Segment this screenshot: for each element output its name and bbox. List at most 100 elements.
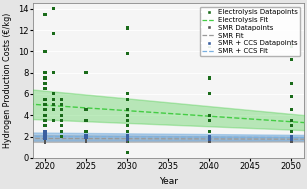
Point (43, 130, 48, 133)
Point (84, 71, 88, 74)
Point (289, 140, 294, 143)
Point (207, 135, 212, 138)
Point (84, 135, 88, 138)
Point (125, 108, 130, 112)
Point (43, 108, 48, 112)
Point (125, 138, 130, 141)
Point (289, 136, 294, 139)
Point (207, 92, 212, 95)
Point (125, 140, 130, 143)
Point (289, 140, 294, 143)
Point (84, 138, 88, 141)
Point (84, 135, 88, 138)
Point (125, 98, 130, 101)
Point (289, 135, 294, 138)
X-axis label: Year: Year (159, 177, 178, 186)
Point (43, 103, 48, 106)
Point (207, 138, 212, 141)
Point (207, 135, 212, 138)
Point (207, 135, 212, 138)
Point (43, 124, 48, 127)
Point (289, 119, 294, 122)
Point (43, 71, 48, 74)
Point (51, 71, 56, 74)
Point (51, 92, 56, 95)
Point (125, 119, 130, 122)
Point (51, 32, 56, 35)
Point (43, 135, 48, 138)
Point (43, 140, 48, 143)
Point (43, 82, 48, 85)
Point (43, 132, 48, 135)
Point (43, 50, 48, 53)
Point (43, 98, 48, 101)
Point (207, 136, 212, 139)
Point (207, 130, 212, 133)
Point (207, 136, 212, 139)
Point (289, 135, 294, 138)
Point (43, 135, 48, 138)
Point (125, 92, 130, 95)
Point (125, 52, 130, 55)
Point (59, 130, 64, 133)
Point (125, 140, 130, 143)
Point (51, 119, 56, 122)
Point (84, 108, 88, 112)
Point (43, 139, 48, 142)
Point (125, 136, 130, 139)
Point (51, 108, 56, 112)
Point (59, 119, 64, 122)
Point (43, 13, 48, 16)
Point (125, 134, 130, 137)
Point (125, 130, 130, 133)
Point (43, 134, 48, 137)
Point (43, 119, 48, 122)
Point (207, 140, 212, 143)
Point (125, 135, 130, 138)
Point (43, 124, 48, 127)
Point (207, 140, 212, 143)
Point (51, 103, 56, 106)
Y-axis label: Hydrogen Production Costs (€/kg): Hydrogen Production Costs (€/kg) (3, 13, 13, 148)
Point (43, 132, 48, 135)
Point (59, 114, 64, 117)
Point (125, 124, 130, 127)
Point (43, 138, 48, 141)
Point (51, 7, 56, 10)
Point (59, 98, 64, 101)
Point (43, 136, 48, 139)
Point (43, 135, 48, 138)
Point (43, 134, 48, 137)
Point (59, 108, 64, 112)
Point (289, 137, 294, 140)
Point (289, 138, 294, 141)
Point (125, 137, 130, 140)
Point (125, 114, 130, 117)
Point (43, 114, 48, 117)
Legend: Electrolysis Datapoints, Electrolysis Fit, SMR Datapoints, SMR Fit, SMR + CCS Da: Electrolysis Datapoints, Electrolysis Fi… (200, 7, 300, 57)
Point (84, 119, 88, 122)
Point (43, 77, 48, 80)
Point (43, 135, 48, 138)
Point (84, 108, 88, 112)
Point (84, 130, 88, 133)
Point (59, 135, 64, 138)
Point (59, 103, 64, 106)
Point (289, 94, 294, 98)
Point (125, 135, 130, 138)
Point (43, 137, 48, 140)
Point (289, 82, 294, 85)
Point (125, 26, 130, 29)
Point (43, 87, 48, 90)
Point (207, 138, 212, 141)
Point (59, 135, 64, 138)
Point (289, 139, 294, 142)
Point (59, 124, 64, 127)
Point (43, 141, 48, 144)
Point (84, 134, 88, 137)
Point (207, 114, 212, 117)
Point (125, 151, 130, 154)
Point (43, 137, 48, 140)
Point (43, 130, 48, 133)
Point (51, 98, 56, 101)
